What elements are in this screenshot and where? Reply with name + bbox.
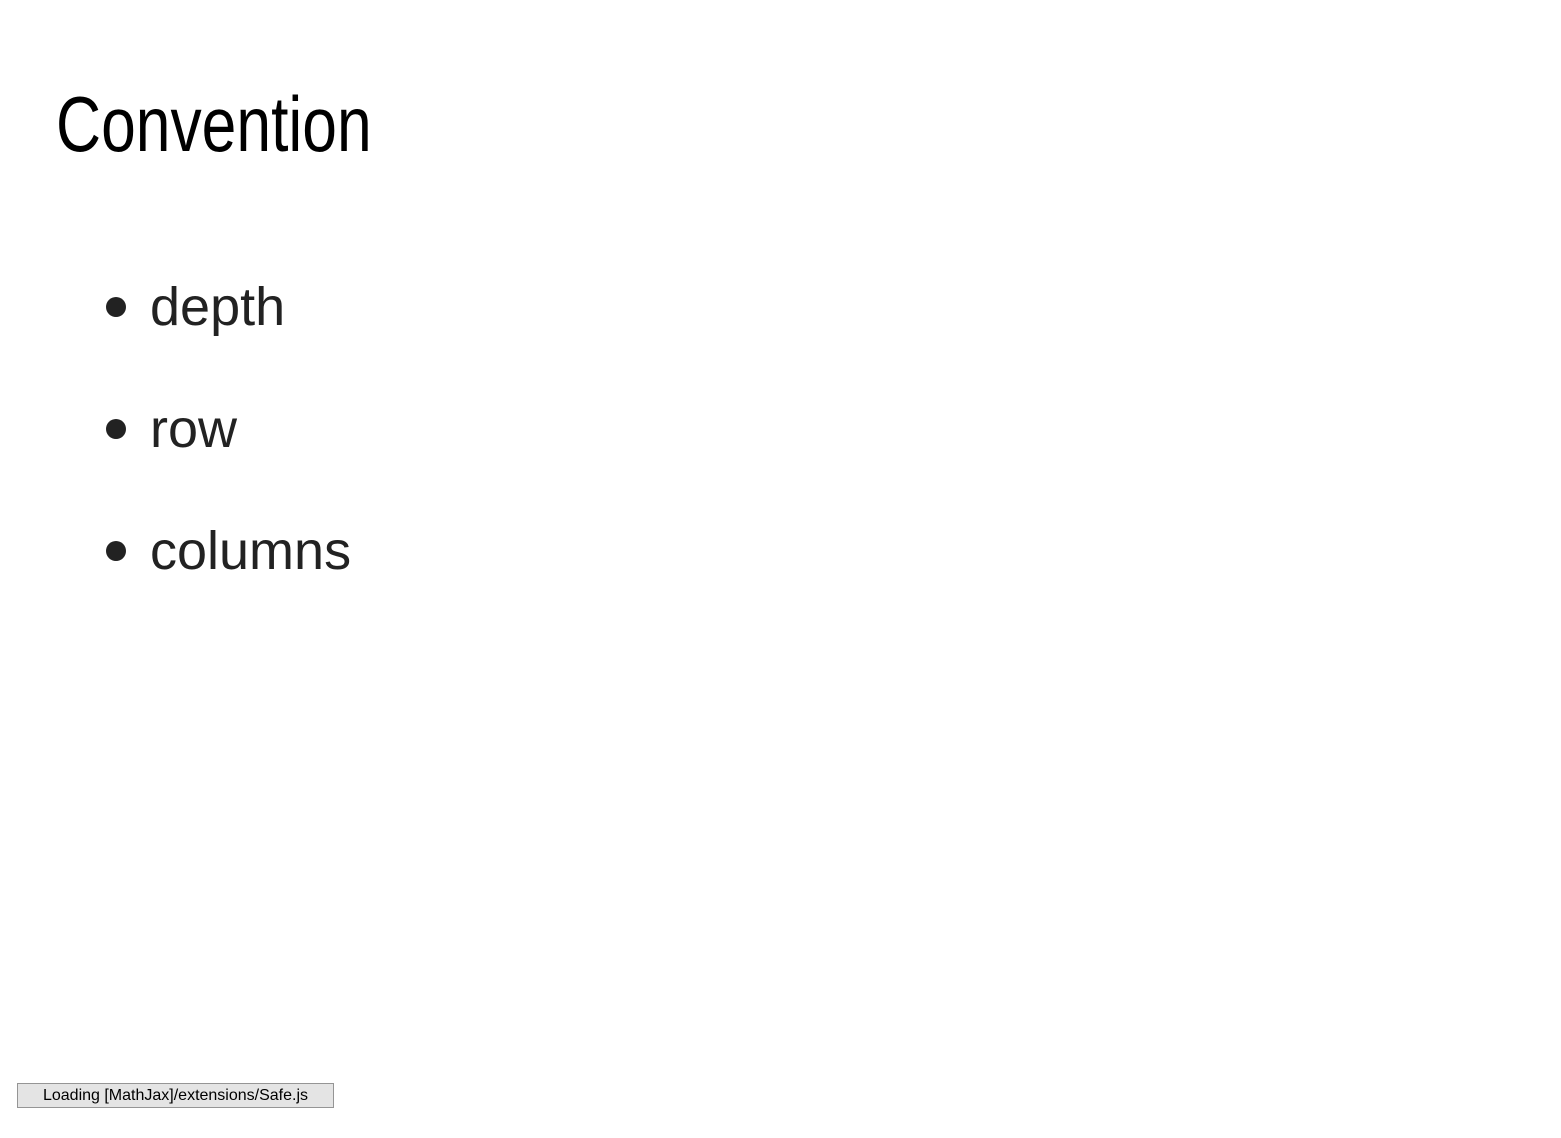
list-item: row [106, 394, 237, 464]
bullet-text: depth [150, 277, 286, 337]
bullet-dot-icon [106, 419, 126, 439]
list-item: columns [106, 516, 351, 586]
bullet-text: columns [150, 521, 352, 581]
bullet-text: row [150, 399, 238, 459]
mathjax-loading-status: Loading [MathJax]/extensions/Safe.js [17, 1083, 334, 1108]
bullet-dot-icon [106, 541, 126, 561]
list-item: depth [106, 272, 285, 342]
slide-title: Convention [56, 80, 372, 168]
bullet-dot-icon [106, 297, 126, 317]
